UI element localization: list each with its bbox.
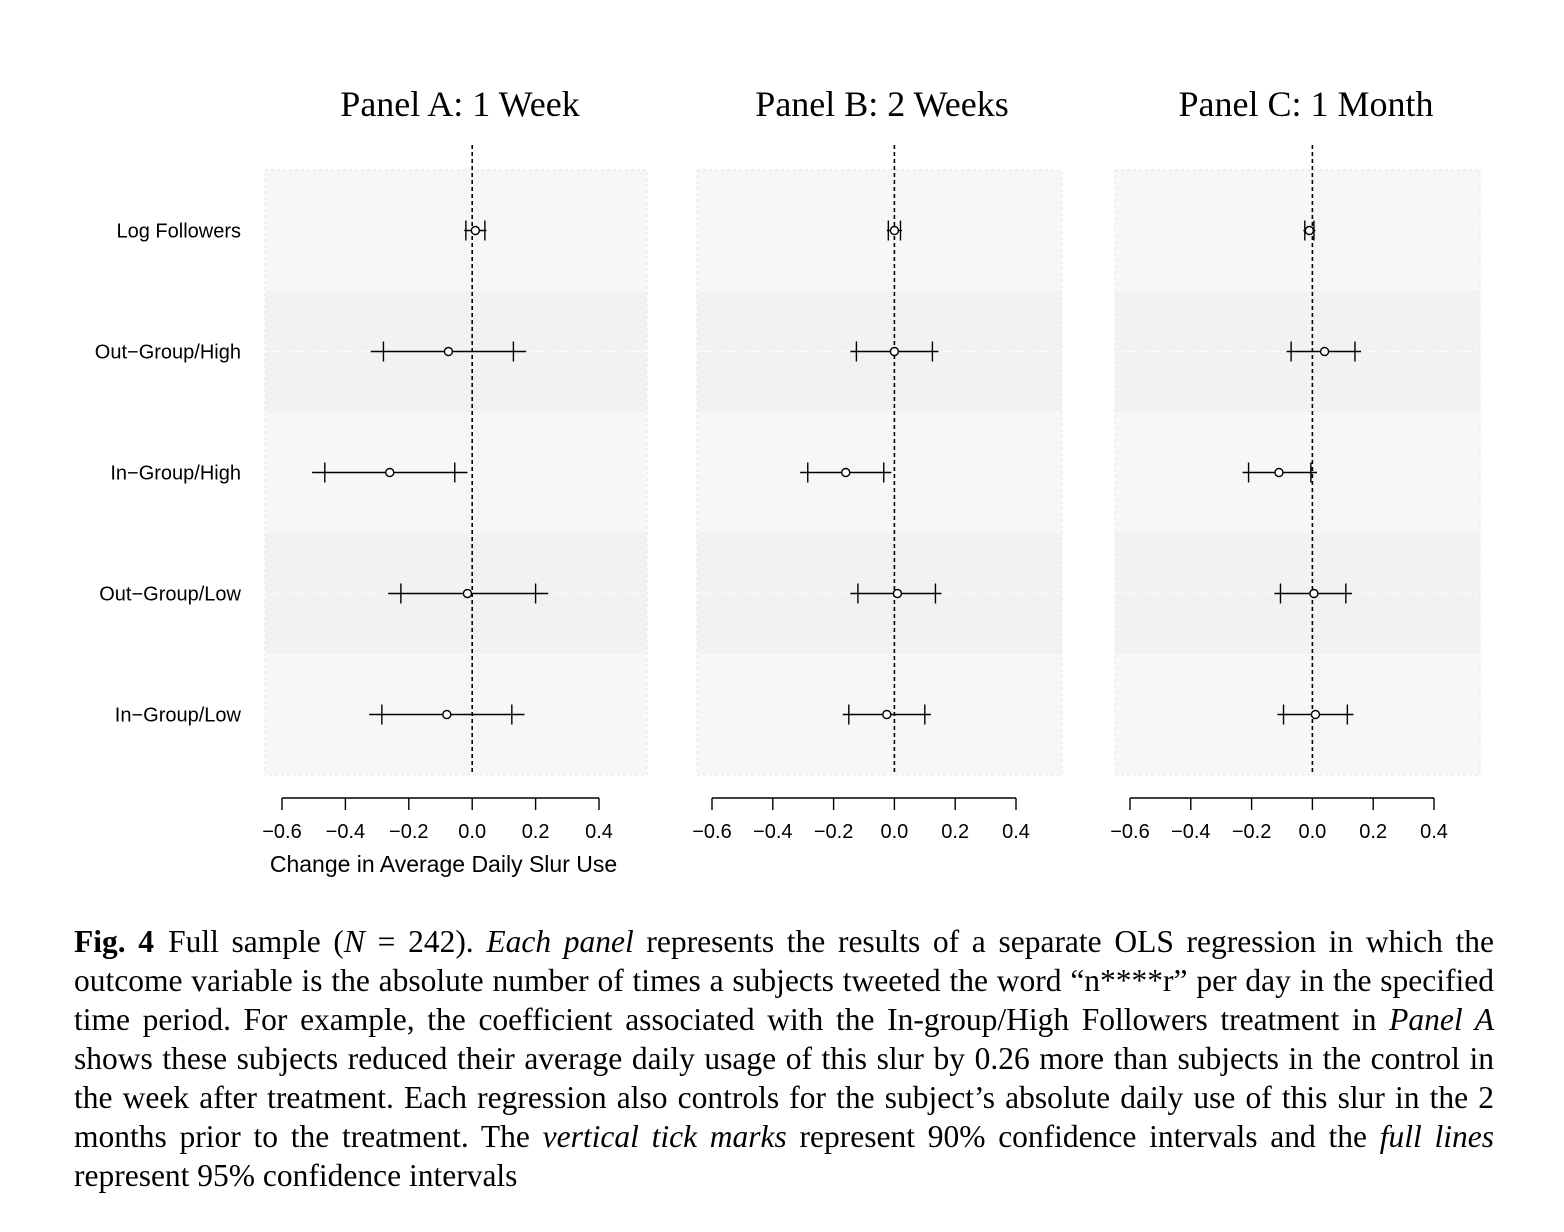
- x-tick-label: −0.2: [814, 821, 853, 843]
- estimate-point: [841, 467, 851, 478]
- panel-2: Panel B: 2 Weeks −0.6 −0.4 −0.2 0.0 0.2 0.4: [692, 84, 1063, 843]
- caption-segment: = 242).: [364, 924, 487, 959]
- caption-segment: represents the results of a separate OLS…: [74, 924, 1494, 1037]
- x-tick-label: −0.6: [1110, 821, 1149, 843]
- figure-caption: Fig. 4 Full sample (N = 242). Each panel …: [74, 922, 1494, 1195]
- caption-segment: vertical tick marks: [542, 1119, 787, 1154]
- x-tick-label: −0.4: [1171, 821, 1210, 843]
- x-tick-label: −0.6: [692, 821, 731, 843]
- plot-frame: [696, 169, 1063, 776]
- estimate-point: [882, 709, 892, 720]
- caption-segment: Each panel: [486, 924, 634, 959]
- x-tick-label: 0.4: [1420, 821, 1448, 843]
- panel-title: Panel B: 2 Weeks: [755, 84, 1008, 124]
- panel-1: Panel A: 1 Week Log Followers Out−Group/Hi…: [95, 84, 648, 877]
- estimate-point: [385, 467, 395, 478]
- plot-frame: [1114, 169, 1481, 776]
- estimate-point: [462, 588, 473, 599]
- figure-caption-body: Full sample (N = 242). Each panel repres…: [74, 924, 1494, 1193]
- caption-segment: Full sample (: [168, 924, 344, 959]
- x-tick-label: 0.2: [522, 821, 550, 843]
- x-tick-label: −0.6: [262, 821, 301, 843]
- coefficient-figure: Panel A: 1 Week Log Followers Out−Group/Hi…: [95, 84, 1481, 877]
- x-tick-label: 0.2: [1359, 821, 1387, 843]
- x-tick-label: 0.0: [458, 821, 486, 843]
- caption-segment: N: [343, 924, 365, 959]
- x-tick-label: −0.4: [326, 821, 365, 843]
- row-label: Out−Group/High: [95, 342, 241, 364]
- estimate-point: [1309, 588, 1319, 599]
- x-tick-label: 0.0: [1298, 821, 1326, 843]
- estimate-point: [470, 225, 481, 236]
- caption-segment: full lines: [1379, 1119, 1494, 1154]
- caption-segment: represent 95% confidence intervals: [74, 1158, 518, 1193]
- x-tick-label: 0.4: [1002, 821, 1030, 843]
- row-label: Log Followers: [116, 221, 241, 243]
- figure-caption-label: Fig. 4: [74, 924, 155, 959]
- plot-frame: [264, 169, 648, 776]
- x-tick-label: 0.0: [880, 821, 908, 843]
- caption-segment: Panel A: [1389, 1002, 1494, 1037]
- estimate-point: [889, 225, 900, 236]
- estimate-point: [1274, 467, 1284, 478]
- x-tick-label: 0.2: [941, 821, 969, 843]
- panel-3: Panel C: 1 Month −0.6 −0.4 −0.2 0.0 0.2 0.4: [1110, 84, 1481, 843]
- x-axis-title: Change in Average Daily Slur Use: [270, 851, 617, 877]
- x-tick-label: −0.4: [753, 821, 792, 843]
- x-tick-label: −0.2: [389, 821, 428, 843]
- caption-segment: shows these subjects reduced their avera…: [74, 1041, 1494, 1154]
- row-label: Out−Group/Low: [99, 584, 241, 606]
- panel-title: Panel A: 1 Week: [340, 84, 579, 124]
- estimate-point: [442, 709, 452, 720]
- row-label: In−Group/High: [110, 463, 241, 485]
- estimate-point: [1319, 346, 1330, 357]
- caption-segment: represent 90% confidence intervals and t…: [786, 1119, 1380, 1154]
- x-tick-label: −0.2: [1232, 821, 1271, 843]
- x-tick-label: 0.4: [585, 821, 613, 843]
- estimate-point: [443, 346, 454, 357]
- estimate-point: [1310, 709, 1321, 720]
- estimate-point: [1304, 225, 1315, 236]
- estimate-point: [889, 346, 900, 357]
- estimate-point: [892, 588, 903, 599]
- row-label: In−Group/Low: [115, 705, 242, 727]
- panel-title: Panel C: 1 Month: [1178, 84, 1433, 124]
